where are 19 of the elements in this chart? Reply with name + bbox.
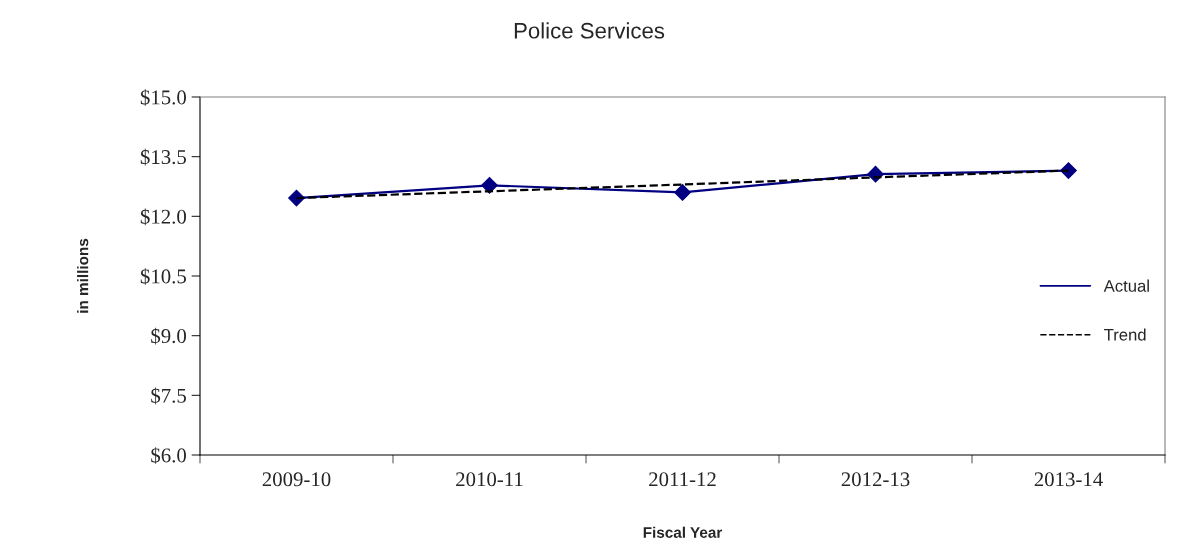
x-tick-label: 2013-14 <box>1034 472 1103 487</box>
x-tick-label: 2011-12 <box>649 472 716 487</box>
x-tick-label: 2010-11 <box>456 472 523 487</box>
x-tick-label: 2012-13 <box>841 472 910 487</box>
y-tick-label: $13.5 <box>140 148 186 166</box>
x-axis-title: Fiscal Year <box>643 526 723 538</box>
x-tick-label: 2009-10 <box>262 472 331 487</box>
y-axis-title: in millions <box>77 238 89 313</box>
chart-title: Police Services <box>514 22 665 39</box>
y-tick-label: $15.0 <box>140 89 187 106</box>
y-tick-label: $9.0 <box>151 327 187 345</box>
y-tick-label: $7.5 <box>151 387 186 405</box>
legend-label: Trend <box>1104 328 1146 341</box>
point <box>481 176 498 194</box>
y-tick-label: $10.5 <box>140 268 186 285</box>
legend-label: Actual <box>1103 279 1149 292</box>
y-tick-label: $12.0 <box>140 208 187 226</box>
point <box>674 184 691 201</box>
y-tick-label: $6.0 <box>151 447 187 464</box>
